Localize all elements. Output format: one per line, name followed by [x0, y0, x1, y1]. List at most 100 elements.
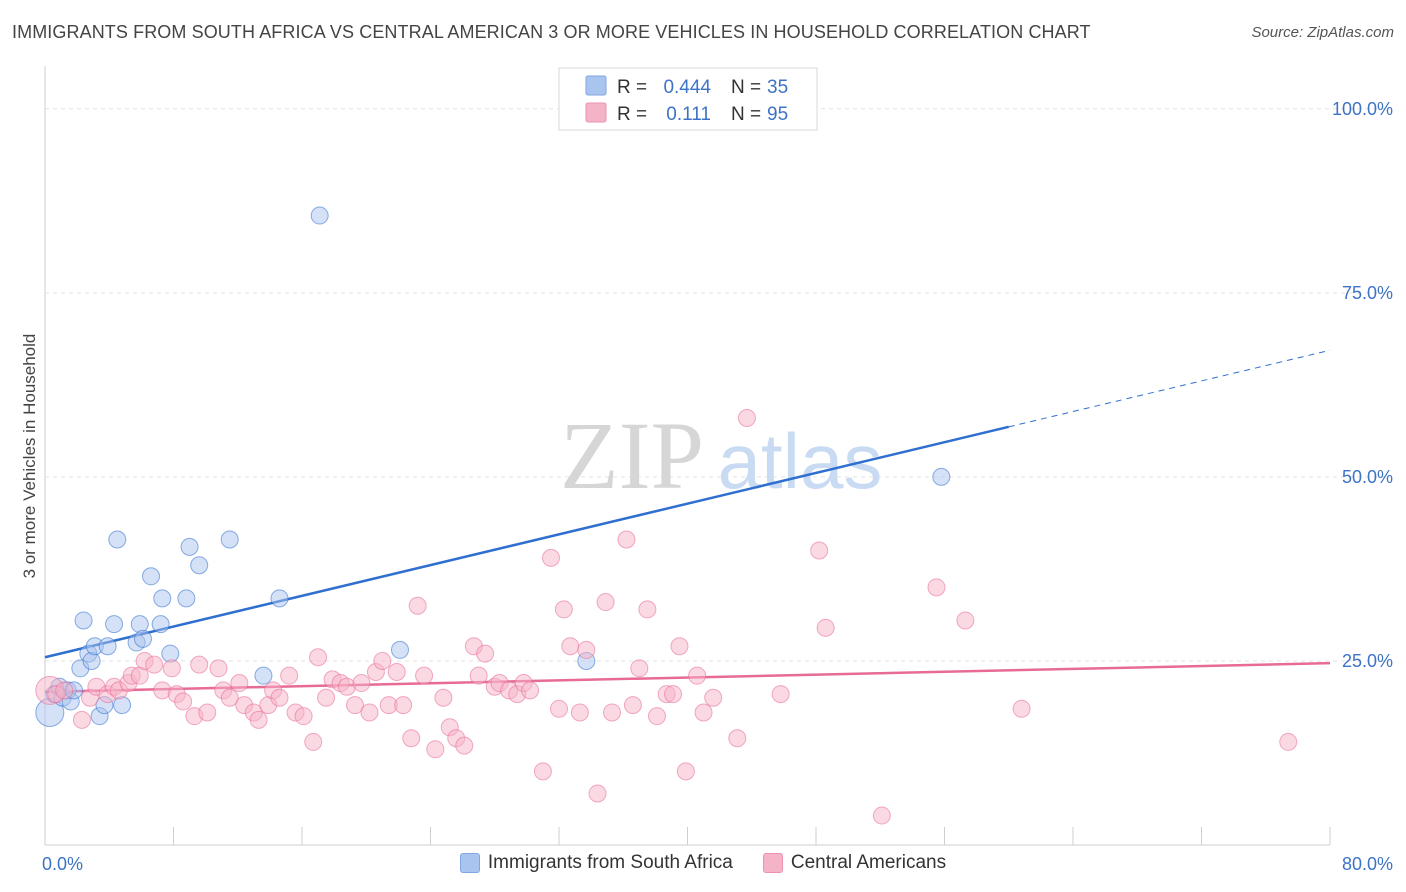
point-central-americans-76 [623, 696, 642, 715]
point-central-americans-86 [704, 688, 723, 707]
point-central-americans-40 [346, 696, 365, 715]
point-central-americans-78 [638, 600, 657, 619]
point-central-americans-13 [145, 655, 164, 674]
point-south-africa-14 [98, 637, 117, 656]
point-central-americans-85 [694, 703, 713, 722]
point-central-americans-72 [588, 784, 607, 803]
chart-title: IMMIGRANTS FROM SOUTH AFRICA VS CENTRAL … [12, 22, 1091, 42]
point-central-americans-84 [688, 666, 707, 685]
point-south-africa-32 [390, 640, 409, 659]
point-central-americans-31 [280, 666, 299, 685]
watermark: ZIP atlas [560, 402, 882, 509]
point-central-americans-89 [771, 685, 790, 704]
point-south-africa-16 [108, 530, 127, 549]
point-central-americans-30 [270, 688, 289, 707]
legend-r-value-1: 0.444 [663, 77, 711, 98]
point-central-americans-3 [72, 710, 91, 729]
legend-n-label-2: N = [731, 104, 761, 125]
point-central-americans-93 [927, 578, 946, 597]
legend-bottom: Immigrants from South Africa Central Ame… [0, 852, 1406, 874]
point-south-africa-25 [177, 589, 196, 608]
legend-swatch-central-americans [762, 853, 783, 873]
tick-labels: 25.0% 50.0% 75.0% 100.0% 0.0% 80.0% [42, 99, 1393, 874]
point-central-americans-49 [408, 596, 427, 615]
legend-swatch-south-africa [459, 853, 480, 873]
point-south-africa-20 [133, 629, 152, 648]
point-south-africa-28 [220, 530, 239, 549]
point-south-africa-17 [113, 696, 132, 715]
point-central-americans-73 [596, 593, 615, 612]
point-central-americans-64 [521, 681, 540, 700]
legend-n-label-1: N = [731, 77, 761, 98]
trend-line-extension-0 [1008, 349, 1331, 428]
legend-r-label-2: R = [617, 104, 647, 125]
point-central-americans-57 [469, 666, 488, 685]
legend-swatch-pink [585, 102, 607, 123]
point-central-americans-90 [810, 541, 829, 560]
point-central-americans-75 [617, 530, 636, 549]
point-central-americans-77 [630, 659, 649, 678]
point-south-africa-19 [130, 615, 149, 634]
point-central-americans-66 [541, 548, 560, 567]
point-central-americans-19 [190, 655, 209, 674]
point-south-africa-31 [310, 206, 329, 225]
legend-r-value-2: 0.111 [666, 104, 711, 125]
trend-line-1 [44, 661, 1331, 694]
point-central-americans-52 [434, 688, 453, 707]
point-south-africa-34 [932, 467, 951, 486]
point-central-americans-55 [455, 736, 474, 755]
point-central-americans-91 [816, 618, 835, 637]
point-south-africa-8 [74, 611, 93, 630]
point-central-americans-35 [309, 648, 328, 667]
point-central-americans-27 [249, 710, 268, 729]
point-south-africa-23 [153, 589, 172, 608]
point-central-americans-44 [373, 651, 392, 670]
point-central-americans-34 [304, 732, 323, 751]
y-axis-label: 3 or more Vehicles in Household [20, 333, 39, 579]
point-central-americans-23 [220, 688, 239, 707]
point-central-americans-92 [872, 806, 891, 825]
legend-swatch-blue [585, 75, 607, 96]
point-central-americans-50 [415, 666, 434, 685]
point-south-africa-15 [105, 615, 124, 634]
gridlines [45, 108, 1390, 662]
point-south-africa-10 [82, 651, 101, 670]
point-central-americans-41 [352, 674, 371, 693]
legend-top: R = 0.444 N = 35 R = 0.111 N = 95 [558, 67, 818, 131]
y-tick-label-2: 75.0% [1342, 283, 1393, 303]
point-south-africa-29 [254, 666, 273, 685]
legend-r-label-1: R = [617, 77, 647, 98]
point-central-americans-81 [664, 685, 683, 704]
point-central-americans-51 [426, 740, 445, 759]
point-central-americans-48 [402, 729, 421, 748]
x-tick-label-0: 0.0% [42, 854, 83, 874]
y-tick-label-0: 25.0% [1342, 651, 1393, 671]
point-central-americans-94 [956, 611, 975, 630]
point-central-americans-88 [737, 409, 756, 428]
point-central-americans-21 [209, 659, 228, 678]
point-central-americans-96 [1279, 732, 1298, 751]
point-central-americans-79 [647, 707, 666, 726]
y-tick-label-1: 50.0% [1342, 467, 1393, 487]
legend-n-value-1: 35 [767, 77, 788, 98]
trend-line-0 [44, 425, 1010, 659]
point-central-americans-69 [561, 637, 580, 656]
point-central-americans-36 [317, 688, 336, 707]
point-central-americans-20 [198, 703, 217, 722]
legend-label-central-americans: Central Americans [790, 852, 947, 873]
legend-n-value-2: 95 [767, 104, 788, 125]
point-central-americans-67 [550, 699, 568, 718]
point-south-africa-21 [142, 567, 161, 586]
point-central-americans-47 [394, 696, 413, 715]
point-central-americans-15 [162, 659, 181, 678]
point-central-americans-70 [570, 703, 589, 722]
source-credit: Source: ZipAtlas.com [1251, 24, 1394, 41]
legend-item-south-africa: Immigrants from South Africa [459, 852, 733, 874]
point-central-americans-58 [476, 644, 495, 663]
point-south-africa-26 [180, 537, 199, 556]
legend-item-central-americans: Central Americans [762, 852, 947, 874]
point-central-americans-71 [577, 640, 596, 659]
watermark-zip: ZIP [560, 402, 704, 509]
point-central-americans-33 [294, 707, 313, 726]
